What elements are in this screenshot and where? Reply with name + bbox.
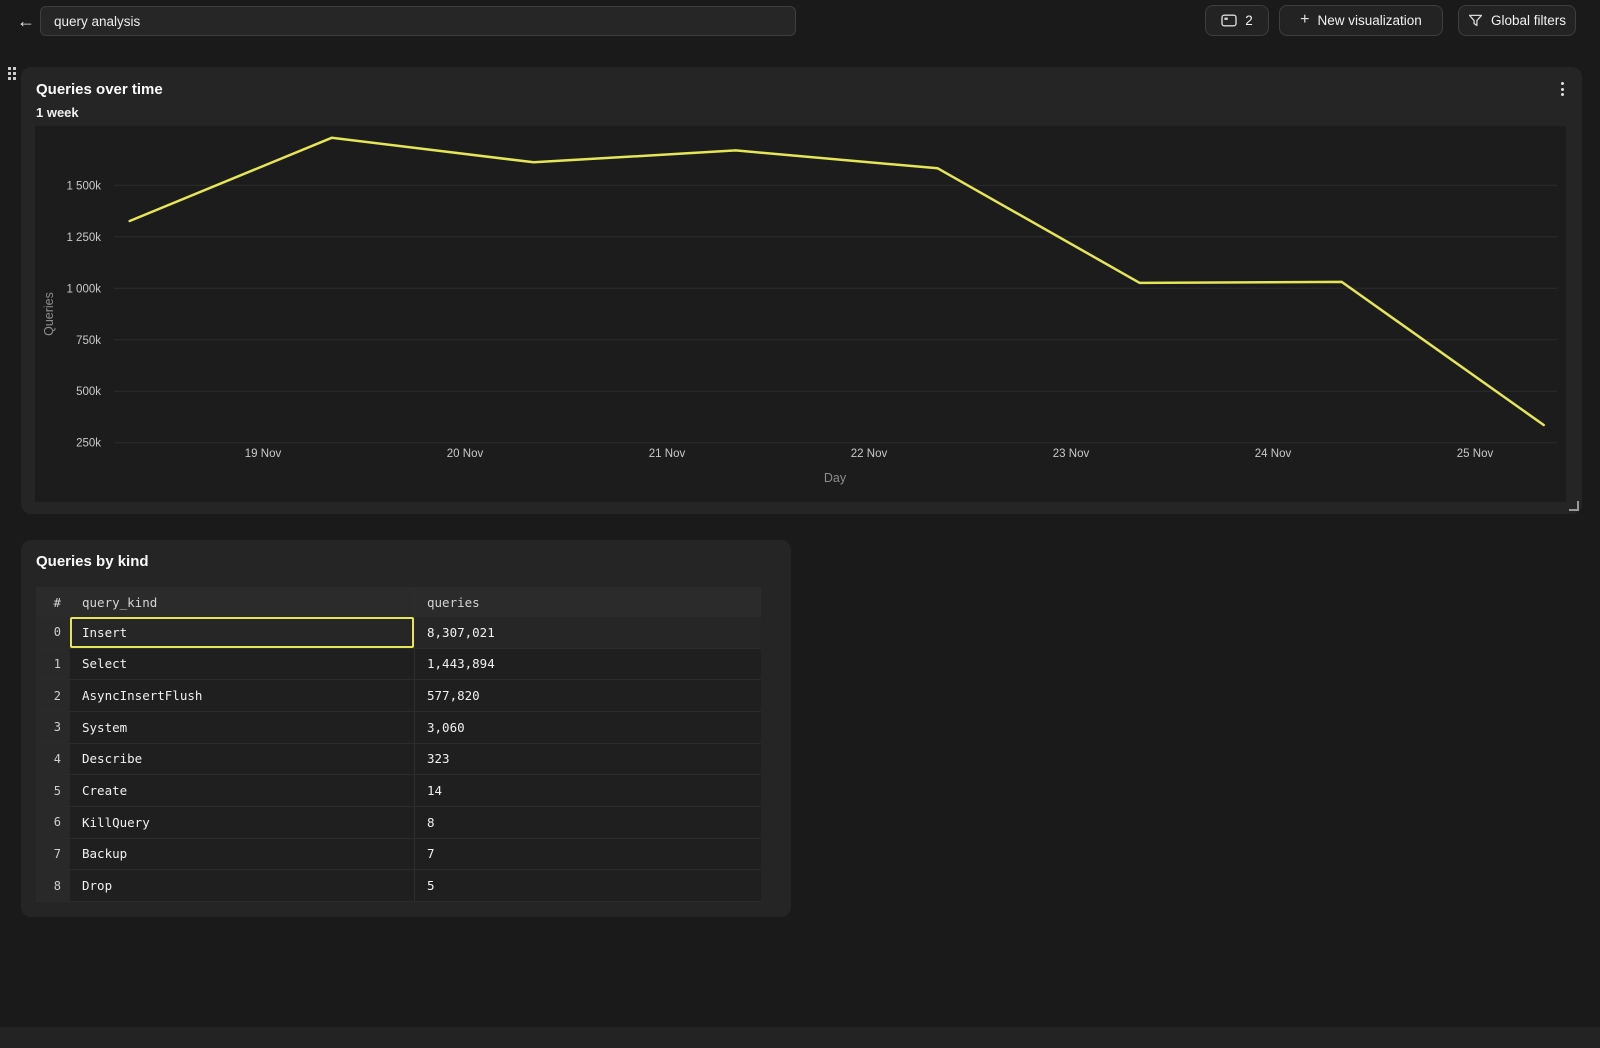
queries-line-chart[interactable]: 1 500k 1 250k 1 000k 750k 500k 250k 19 Nov 20 N…	[35, 126, 1566, 502]
query-kind-cell[interactable]: Select	[82, 656, 128, 672]
back-arrow-icon: ←	[17, 10, 35, 31]
new-visualization-button[interactable]: + New visualization	[1279, 5, 1443, 36]
queries-count-cell[interactable]: 8,307,021	[414, 617, 761, 648]
table-row: 4 Describe 323	[36, 743, 761, 776]
svg-text:Day: Day	[824, 471, 847, 485]
bottom-scroll-area	[0, 1027, 1600, 1048]
svg-text:500k: 500k	[76, 386, 101, 398]
row-index: 1	[36, 648, 70, 680]
table-row: 8 Drop 5	[36, 870, 761, 902]
queries-count-cell[interactable]: 577,820	[414, 680, 761, 711]
chart-panel-subtitle: 1 week	[36, 105, 79, 120]
svg-text:21 Nov: 21 Nov	[649, 448, 686, 460]
panel-menu-button[interactable]	[1554, 79, 1570, 99]
svg-text:750k: 750k	[76, 335, 101, 347]
plus-icon: +	[1300, 11, 1310, 28]
panel-resize-handle[interactable]	[1569, 501, 1579, 511]
queries-table: # query_kind queries 0 Insert 8,307,021 …	[36, 587, 761, 902]
svg-text:1 000k: 1 000k	[66, 283, 101, 295]
dashboard-name-input[interactable]	[40, 6, 796, 36]
queries-count-cell[interactable]: 7	[414, 838, 761, 870]
chart-panel-title: Queries over time	[36, 81, 163, 98]
table-row: 6 KillQuery 8	[36, 806, 761, 839]
table-header-queries[interactable]: queries	[414, 587, 761, 617]
table-row: 0 Insert 8,307,021	[36, 617, 761, 649]
row-index: 5	[36, 775, 70, 806]
table-panel-title: Queries by kind	[36, 553, 149, 570]
row-index: 2	[36, 680, 70, 711]
query-kind-cell[interactable]: KillQuery	[82, 814, 150, 830]
table-header-query-kind[interactable]: query_kind	[82, 594, 158, 610]
svg-text:1 500k: 1 500k	[66, 180, 101, 192]
queries-count-cell[interactable]: 14	[414, 775, 761, 806]
table-row: 2 AsyncInsertFlush 577,820	[36, 680, 761, 712]
table-header-index[interactable]: #	[53, 594, 61, 610]
row-index: 6	[36, 806, 70, 838]
tabs-count: 2	[1245, 13, 1253, 28]
query-kind-cell[interactable]: Drop	[82, 878, 113, 894]
row-index: 0	[36, 617, 70, 648]
table-row: 5 Create 14	[36, 775, 761, 807]
queries-count-cell[interactable]: 3,060	[414, 711, 761, 743]
row-index: 7	[36, 838, 70, 870]
svg-text:19 Nov: 19 Nov	[245, 448, 282, 460]
row-index: 8	[36, 870, 70, 901]
new-visualization-label: New visualization	[1317, 13, 1422, 28]
svg-text:20 Nov: 20 Nov	[447, 448, 484, 460]
svg-text:24 Nov: 24 Nov	[1255, 448, 1292, 460]
back-button[interactable]: ←	[14, 9, 38, 33]
query-kind-cell[interactable]: Describe	[82, 751, 143, 767]
queries-count-cell[interactable]: 5	[414, 870, 761, 901]
global-filters-label: Global filters	[1490, 13, 1567, 28]
filter-funnel-icon	[1468, 14, 1483, 27]
queries-over-time-panel: Queries over time 1 week 1 500k 1 250k 1 0…	[21, 67, 1582, 514]
query-kind-cell[interactable]: AsyncInsertFlush	[82, 688, 203, 704]
queries-count-cell[interactable]: 323	[414, 743, 761, 775]
svg-text:250k: 250k	[76, 438, 101, 450]
svg-text:25 Nov: 25 Nov	[1457, 448, 1494, 460]
queries-count-cell[interactable]: 1,443,894	[414, 648, 761, 680]
table-row: 3 System 3,060	[36, 711, 761, 744]
table-row: 1 Select 1,443,894	[36, 648, 761, 681]
table-header-row: # query_kind queries	[36, 587, 761, 617]
query-kind-cell[interactable]: Create	[82, 783, 128, 799]
svg-text:Queries: Queries	[42, 292, 56, 336]
row-index: 3	[36, 711, 70, 743]
console-window-icon	[1221, 14, 1237, 27]
panel-drag-handle-icon[interactable]	[8, 67, 16, 80]
svg-text:23 Nov: 23 Nov	[1053, 448, 1090, 460]
queries-by-kind-panel: Queries by kind # query_kind queries 0 I…	[21, 540, 791, 917]
table-row: 7 Backup 7	[36, 838, 761, 871]
chart-area[interactable]: 1 500k 1 250k 1 000k 750k 500k 250k 19 Nov 20 N…	[35, 126, 1566, 502]
query-kind-cell[interactable]: Insert	[70, 617, 414, 648]
row-index: 4	[36, 743, 70, 775]
svg-text:22 Nov: 22 Nov	[851, 448, 888, 460]
global-filters-button[interactable]: Global filters	[1458, 5, 1576, 36]
queries-count-cell[interactable]: 8	[414, 806, 761, 838]
query-kind-cell[interactable]: System	[82, 719, 128, 735]
svg-text:1 250k: 1 250k	[66, 232, 101, 244]
visualization-tabs-button[interactable]: 2	[1205, 5, 1269, 36]
query-kind-cell[interactable]: Backup	[82, 846, 128, 862]
